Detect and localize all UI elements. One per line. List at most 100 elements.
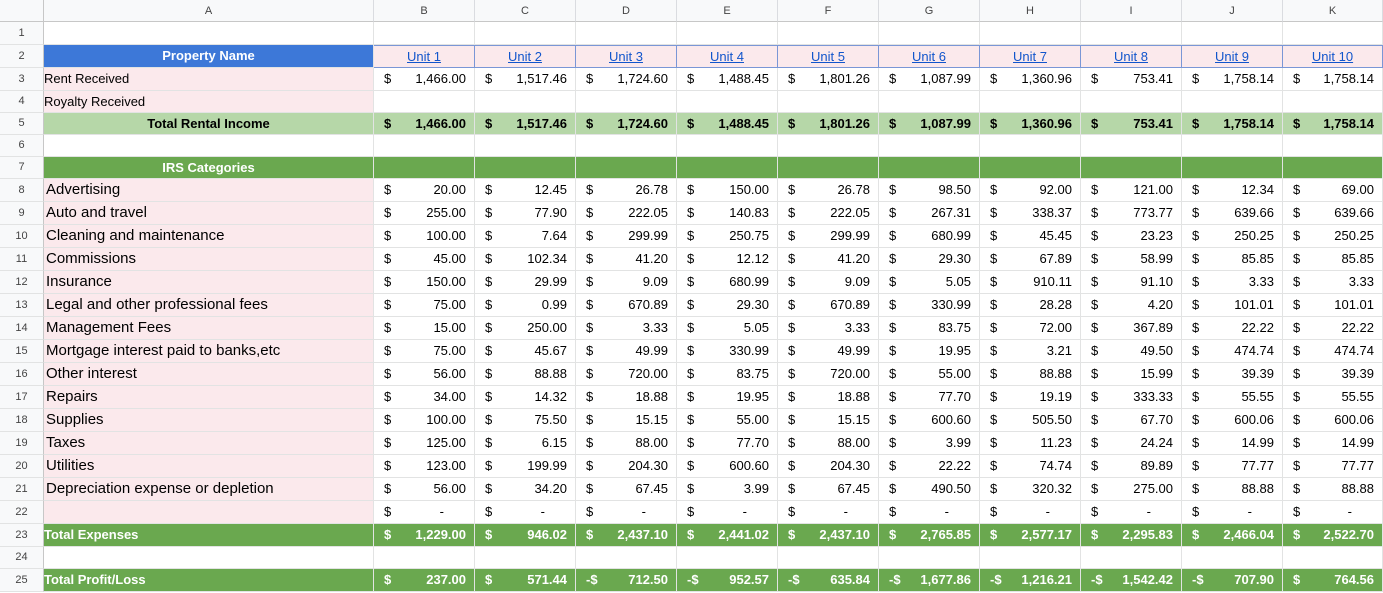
expense-label-cell[interactable]: Insurance [44,271,374,294]
expense-value-cell[interactable]: $250.25 [1182,225,1283,248]
expense-value-cell[interactable]: $505.50 [980,409,1081,432]
expense-value-cell[interactable]: $474.74 [1283,340,1383,363]
expense-value-cell[interactable]: $92.00 [980,179,1081,202]
empty-cell[interactable] [1283,547,1383,569]
empty-cell[interactable] [576,135,677,157]
empty-cell[interactable] [879,547,980,569]
expense-label-cell[interactable]: Repairs [44,386,374,409]
royalty-value-cell[interactable] [475,91,576,113]
expense-value-cell[interactable]: $333.33 [1081,386,1182,409]
royalty-value-cell[interactable] [879,91,980,113]
unit-header-10[interactable]: Unit 10 [1283,45,1383,68]
empty-cell[interactable] [1182,22,1283,45]
row-header-10[interactable]: 10 [0,225,44,248]
expense-label-cell[interactable]: Taxes [44,432,374,455]
expense-value-cell[interactable]: $89.89 [1081,455,1182,478]
expense-value-cell[interactable]: $67.45 [576,478,677,501]
expense-value-cell[interactable]: $121.00 [1081,179,1182,202]
expense-value-cell[interactable]: $75.00 [374,340,475,363]
expense-value-cell[interactable]: $101.01 [1283,294,1383,317]
empty-cell[interactable] [44,22,374,45]
expense-value-cell[interactable]: $24.24 [1081,432,1182,455]
expense-value-cell[interactable]: $474.74 [1182,340,1283,363]
empty-cell[interactable] [980,22,1081,45]
empty-cell[interactable] [778,135,879,157]
expense-value-cell[interactable]: $ - [374,501,475,524]
total-expenses-value-cell[interactable]: $2,577.17 [980,524,1081,547]
expense-value-cell[interactable]: $15.00 [374,317,475,340]
expense-value-cell[interactable]: $85.85 [1182,248,1283,271]
column-header-j[interactable]: J [1182,0,1283,22]
expense-value-cell[interactable]: $39.39 [1283,363,1383,386]
expense-value-cell[interactable]: $55.55 [1283,386,1383,409]
expense-value-cell[interactable]: $88.00 [778,432,879,455]
total-rental-value-cell[interactable]: $1,517.46 [475,113,576,135]
column-header-f[interactable]: F [778,0,879,22]
irs-header-cell[interactable] [677,157,778,179]
row-header-14[interactable]: 14 [0,317,44,340]
expense-value-cell[interactable]: $29.30 [879,248,980,271]
profit-loss-value-cell[interactable]: -$ 1,216.21 [980,569,1081,592]
expense-value-cell[interactable]: $34.20 [475,478,576,501]
expense-value-cell[interactable]: $204.30 [778,455,879,478]
expense-value-cell[interactable]: $101.01 [1182,294,1283,317]
expense-value-cell[interactable]: $ - [677,501,778,524]
expense-value-cell[interactable]: $3.99 [879,432,980,455]
expense-value-cell[interactable]: $3.33 [1182,271,1283,294]
total-rental-value-cell[interactable]: $1,087.99 [879,113,980,135]
total-expenses-value-cell[interactable]: $2,437.10 [778,524,879,547]
expense-value-cell[interactable]: $74.74 [980,455,1081,478]
expense-label-cell[interactable]: Commissions [44,248,374,271]
empty-cell[interactable] [778,22,879,45]
expense-value-cell[interactable]: $56.00 [374,363,475,386]
expense-value-cell[interactable]: $ - [879,501,980,524]
expense-value-cell[interactable]: $150.00 [374,271,475,294]
unit-header-8[interactable]: Unit 8 [1081,45,1182,68]
expense-label-cell[interactable]: Supplies [44,409,374,432]
expense-label-cell[interactable] [44,501,374,524]
row-header-5[interactable]: 5 [0,113,44,135]
expense-value-cell[interactable]: $100.00 [374,225,475,248]
rent-value-cell[interactable]: $1,758.14 [1283,68,1383,91]
row-header-22[interactable]: 22 [0,501,44,524]
expense-value-cell[interactable]: $28.28 [980,294,1081,317]
expense-value-cell[interactable]: $26.78 [576,179,677,202]
empty-cell[interactable] [1283,22,1383,45]
expense-label-cell[interactable]: Auto and travel [44,202,374,225]
expense-label-cell[interactable]: Cleaning and maintenance [44,225,374,248]
expense-label-cell[interactable]: Advertising [44,179,374,202]
expense-value-cell[interactable]: $72.00 [980,317,1081,340]
irs-header-cell[interactable] [576,157,677,179]
expense-label-cell[interactable]: Depreciation expense or depletion [44,478,374,501]
rent-value-cell[interactable]: $1,758.14 [1182,68,1283,91]
row-header-6[interactable]: 6 [0,135,44,157]
rent-value-cell[interactable]: $753.41 [1081,68,1182,91]
expense-value-cell[interactable]: $18.88 [576,386,677,409]
expense-value-cell[interactable]: $4.20 [1081,294,1182,317]
expense-value-cell[interactable]: $55.55 [1182,386,1283,409]
expense-value-cell[interactable]: $14.99 [1283,432,1383,455]
rent-value-cell[interactable]: $1,466.00 [374,68,475,91]
expense-value-cell[interactable]: $5.05 [677,317,778,340]
expense-value-cell[interactable]: $67.45 [778,478,879,501]
rent-value-cell[interactable]: $1,360.96 [980,68,1081,91]
column-header-i[interactable]: I [1081,0,1182,22]
expense-value-cell[interactable]: $77.77 [1283,455,1383,478]
expense-value-cell[interactable]: $6.15 [475,432,576,455]
row-header-15[interactable]: 15 [0,340,44,363]
expense-value-cell[interactable]: $22.22 [1182,317,1283,340]
expense-value-cell[interactable]: $12.12 [677,248,778,271]
expense-value-cell[interactable]: $98.50 [879,179,980,202]
row-header-11[interactable]: 11 [0,248,44,271]
expense-value-cell[interactable]: $83.75 [677,363,778,386]
expense-value-cell[interactable]: $720.00 [778,363,879,386]
empty-cell[interactable] [1182,547,1283,569]
royalty-value-cell[interactable] [374,91,475,113]
expense-value-cell[interactable]: $670.89 [778,294,879,317]
rent-value-cell[interactable]: $1,724.60 [576,68,677,91]
expense-value-cell[interactable]: $12.45 [475,179,576,202]
expense-value-cell[interactable]: $20.00 [374,179,475,202]
expense-value-cell[interactable]: $56.00 [374,478,475,501]
expense-value-cell[interactable]: $88.88 [980,363,1081,386]
